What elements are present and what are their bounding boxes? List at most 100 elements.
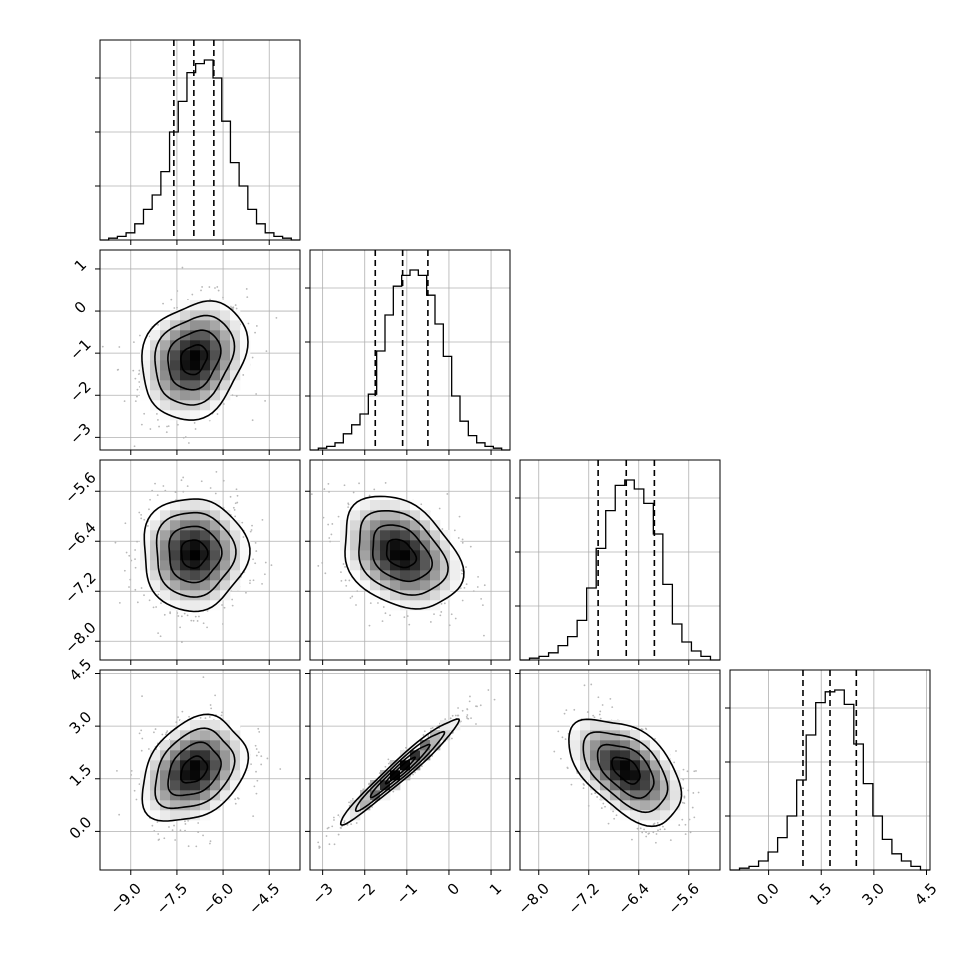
density-cell — [220, 350, 231, 361]
density-cell — [160, 770, 171, 781]
density-cell — [170, 360, 181, 371]
scatter-point — [193, 422, 196, 424]
scatter-point — [157, 632, 160, 634]
density-cell — [390, 550, 401, 561]
scatter-point — [265, 350, 268, 352]
x-tick-label: 0 — [444, 880, 463, 899]
scatter-point — [254, 562, 257, 565]
scatter-point — [176, 290, 179, 292]
scatter-point — [689, 831, 692, 834]
density-cell — [230, 330, 241, 341]
scatter-point — [179, 626, 182, 629]
contour-lines — [344, 495, 465, 610]
density-cell — [230, 750, 241, 761]
density-cell — [160, 810, 171, 821]
density-cell — [590, 740, 601, 751]
scatter-point — [382, 606, 385, 608]
scatter-point — [151, 489, 154, 492]
density-cell — [200, 600, 211, 611]
scatter-point — [231, 306, 233, 309]
density-cell — [140, 800, 151, 811]
scatter-point — [177, 423, 179, 426]
scatter-point — [557, 730, 560, 733]
density-cell — [230, 320, 241, 331]
scatter-point — [681, 801, 684, 804]
scatter-point — [197, 822, 200, 824]
density-cell — [380, 500, 391, 511]
density-cell — [390, 590, 401, 601]
scatter-point — [134, 377, 137, 380]
contour-line — [344, 495, 465, 610]
density-cell — [200, 760, 211, 771]
scatter-point — [453, 529, 456, 532]
density-cell — [180, 760, 191, 771]
density-cell — [190, 330, 201, 341]
density-cell — [210, 360, 221, 371]
density-cell — [600, 720, 611, 731]
scatter-point — [355, 604, 357, 606]
scatter-point — [487, 689, 490, 691]
density-cell — [220, 550, 231, 561]
density-cell — [210, 340, 221, 351]
density-cell — [200, 390, 211, 401]
scatter-point — [183, 612, 186, 615]
scatter-point — [234, 798, 237, 800]
scatter-point — [461, 709, 464, 712]
density-cell — [180, 520, 191, 531]
density-cell — [200, 520, 211, 531]
density-cell — [220, 510, 231, 521]
scatter-point — [583, 684, 586, 687]
scatter-point — [443, 602, 446, 605]
scatter-point — [349, 597, 352, 599]
density-cell — [190, 770, 201, 781]
scatter-point — [601, 704, 604, 706]
density-cell — [180, 530, 191, 541]
density-cell — [210, 350, 221, 361]
density-cell — [160, 800, 171, 811]
y-tick-label: −5.6 — [61, 468, 99, 506]
scatter-point — [199, 716, 202, 719]
scatter-point — [526, 666, 528, 668]
scatter-point — [234, 502, 237, 505]
scatter-point — [343, 484, 346, 487]
density-cell — [180, 410, 191, 421]
scatter-point — [162, 485, 165, 487]
scatter-point — [95, 548, 97, 550]
density-cell — [190, 550, 201, 561]
scatter-point — [454, 617, 457, 620]
scatter-point — [469, 695, 471, 698]
scatter-point — [194, 428, 197, 430]
scatter-point — [247, 322, 250, 325]
density-cell — [160, 330, 171, 341]
scatter-point — [611, 706, 614, 709]
scatter-point — [210, 707, 213, 710]
contour-line — [154, 727, 236, 810]
scatter-point — [154, 482, 156, 485]
density-cell — [150, 770, 161, 781]
y-tick-label: −1 — [66, 335, 94, 363]
density-cell — [180, 740, 191, 751]
density-cell — [220, 720, 231, 731]
density-cell — [650, 790, 661, 801]
panel-frame — [99, 39, 301, 241]
density-cell — [170, 800, 181, 811]
contour-line — [611, 756, 641, 785]
density-cell — [580, 730, 591, 741]
density-cell — [380, 510, 391, 521]
density-cell — [180, 770, 191, 781]
density-cell — [370, 570, 381, 581]
density-cell — [230, 360, 241, 371]
density-cell — [390, 780, 401, 791]
scatter-point — [171, 829, 174, 831]
scatter-point — [130, 769, 133, 772]
density-cell — [430, 580, 441, 591]
density-cell — [640, 730, 651, 741]
y-tick-label: 4.5 — [66, 655, 96, 685]
density-cell — [590, 770, 601, 781]
scatter-point — [561, 736, 564, 739]
scatter-point — [229, 495, 232, 498]
density-cell — [190, 790, 201, 801]
density-panel — [95, 471, 273, 644]
scatter-point — [138, 381, 141, 383]
contour-line — [354, 730, 446, 813]
